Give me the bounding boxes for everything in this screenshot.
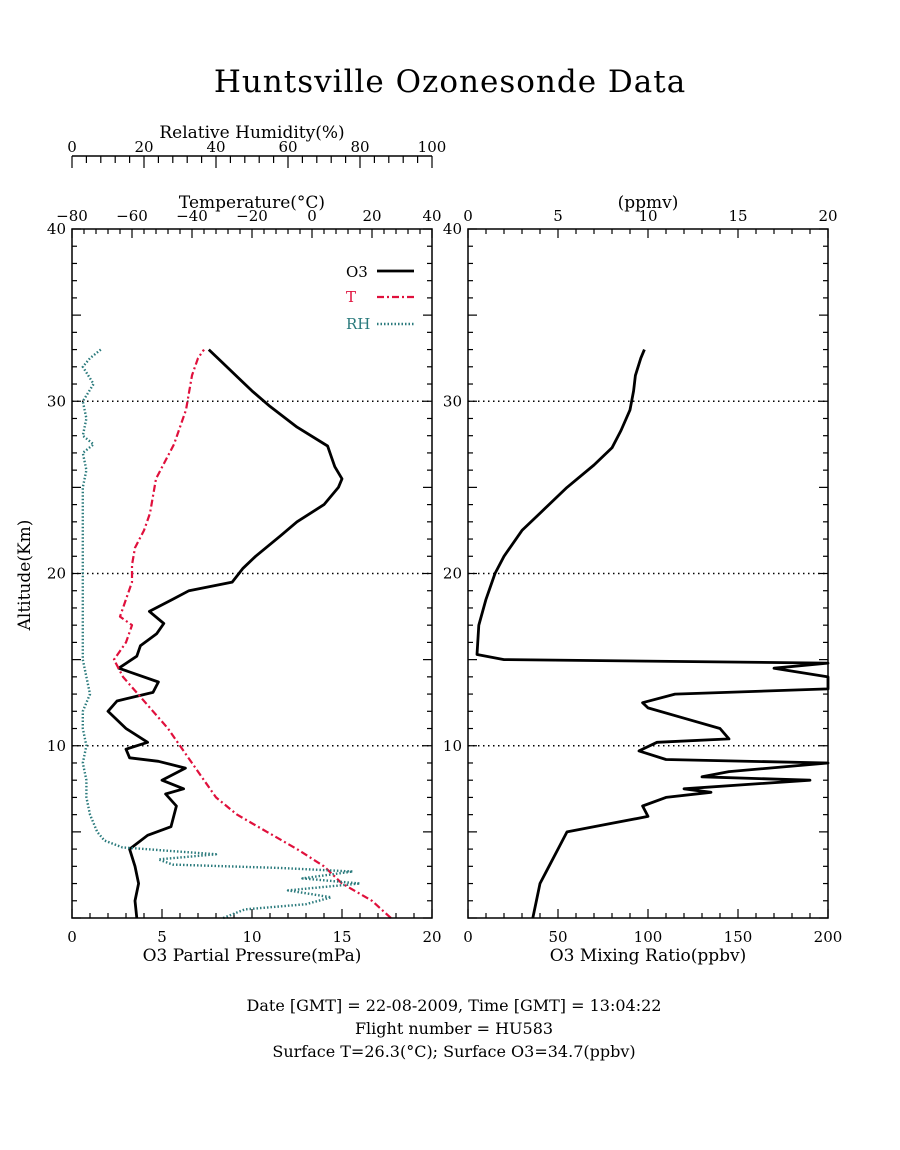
legend-label-t: T [346,288,356,306]
x-tick-label: 60 [278,138,297,156]
footer-surface-values: Surface T=26.3(°C); Surface O3=34.7(ppbv… [272,1042,635,1061]
x-tick-label: 5 [157,928,167,946]
legend-label-rh: RH [346,315,370,333]
y-tick-label: 20 [47,565,66,583]
y-tick-label: 20 [443,565,462,583]
x-tick-label: 150 [724,928,753,946]
x-tick-label: 0 [67,138,77,156]
y-tick-label: 10 [47,737,66,755]
left-series [81,348,392,920]
x-tick-label: 15 [332,928,351,946]
x-tick-label: 0 [463,207,473,225]
legend: O3 T RH [346,263,414,333]
x-tick-label: −80 [56,207,88,225]
x-tick-label: 0 [67,928,77,946]
rh-axis-label: Relative Humidity(%) [159,123,344,143]
y-tick-label: 40 [47,220,66,238]
x-tick-label: 100 [634,928,663,946]
x-tick-label: 15 [728,207,747,225]
x-tick-label: −20 [236,207,268,225]
altitude-axis-label: Altitude(Km) [15,520,35,632]
x-tick-label: −40 [176,207,208,225]
footer-flight-number: Flight number = HU583 [355,1019,553,1038]
left-gridlines [72,400,432,747]
x-tick-label: 200 [814,928,843,946]
footer: Date [GMT] = 22-08-2009, Time [GMT] = 13… [247,996,662,1061]
series-line-o3 [475,349,830,919]
x-tick-label: 80 [350,138,369,156]
x-tick-label: 40 [422,207,441,225]
x-tick-label: 20 [134,138,153,156]
x-tick-label: 50 [548,928,567,946]
x-tick-label: 100 [418,138,447,156]
left-plot-frame [71,228,433,919]
footer-date-time: Date [GMT] = 22-08-2009, Time [GMT] = 13… [247,996,662,1015]
y-tick-label: 30 [443,392,462,410]
x-tick-label: 10 [638,207,657,225]
x-tick-label: 40 [206,138,225,156]
legend-label-o3: O3 [346,263,368,281]
y-tick-label: 30 [47,392,66,410]
x-tick-label: 20 [422,928,441,946]
x-tick-label: 10 [242,928,261,946]
x-tick-label: −60 [116,207,148,225]
x-tick-label: 0 [463,928,473,946]
x-tick-label: 0 [307,207,317,225]
right-series [475,349,830,919]
left-axis-ticks [71,156,433,919]
x-tick-label: 20 [818,207,837,225]
mixing-ratio-axis-label: O3 Mixing Ratio(ppbv) [550,946,747,966]
left-tick-labels: 10 20 30 40 0 5 10 15 20 −80 −60 −40 −20 0 20 40 0 20 40 60… [47,138,446,946]
right-plot-frame [467,228,829,919]
right-axis-ticks [467,228,829,919]
x-tick-label: 5 [553,207,563,225]
ppmv-axis-label: (ppmv) [618,193,679,213]
right-gridlines [468,400,828,747]
temperature-axis-label: Temperature(°C) [179,193,325,213]
series-line-t [112,348,392,919]
y-tick-label: 40 [443,220,462,238]
x-tick-label: 20 [362,207,381,225]
left-panel: 10 20 30 40 0 5 10 15 20 −80 −60 −40 −20 0 20 40 0 20 40 60… [15,123,446,966]
series-line-o3 [106,348,344,919]
partial-pressure-axis-label: O3 Partial Pressure(mPa) [143,946,362,966]
chart-title: Huntsville Ozonesonde Data [214,64,686,100]
y-tick-label: 10 [443,737,462,755]
series-line-rh [81,348,362,920]
